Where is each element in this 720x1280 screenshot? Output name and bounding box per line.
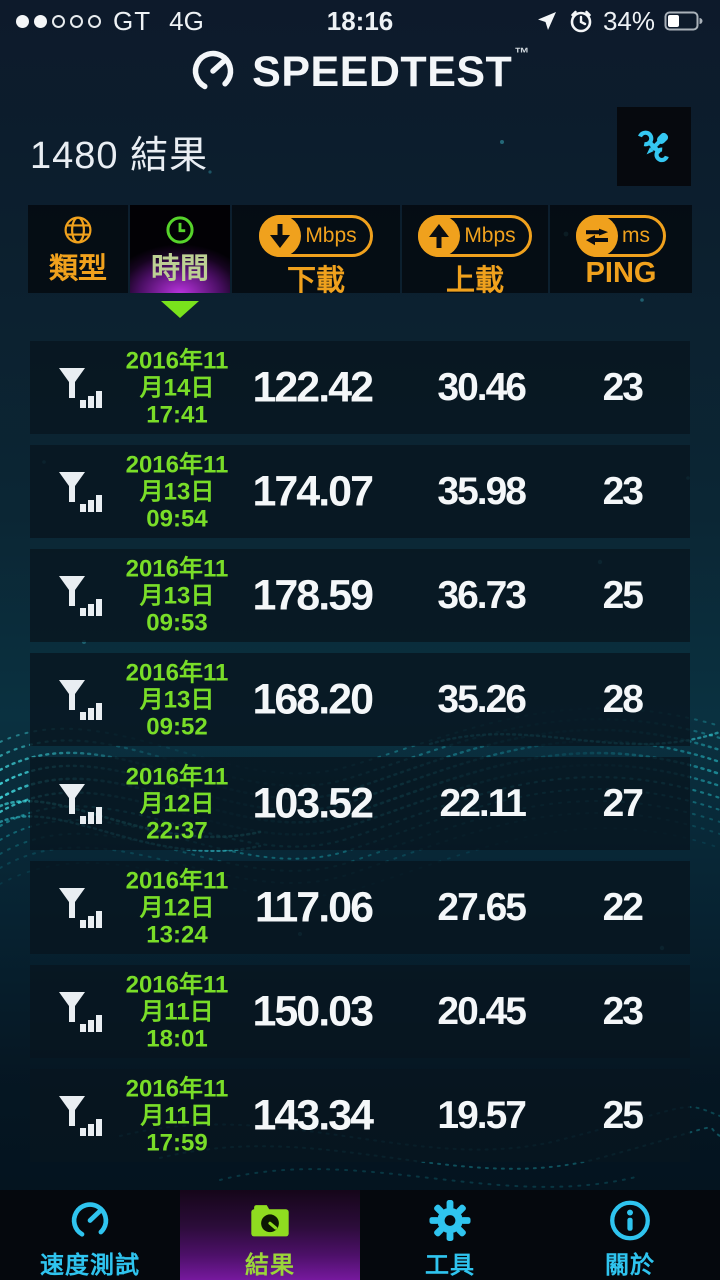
filter-upload[interactable]: Mbps 上載	[402, 205, 548, 297]
location-arrow-icon	[537, 12, 556, 30]
gear-icon	[429, 1199, 471, 1242]
upload-value: 22.11	[439, 781, 527, 825]
upload-mbps-badge: Mbps	[418, 215, 532, 257]
download-value: 122.42	[252, 363, 374, 411]
status-time: 18:16	[326, 5, 394, 36]
ping-ms-badge: ms	[576, 215, 666, 257]
download-value: 143.34	[252, 1091, 374, 1139]
result-row[interactable]: 2016年11 月12日 22:37 103.52 22.11 27	[30, 757, 690, 850]
carrier-label: GT	[113, 5, 152, 36]
upload-arrow-icon	[418, 215, 461, 257]
tab-speedtest-label: 速度測試	[40, 1252, 140, 1279]
filter-time-label: 時間	[150, 253, 209, 285]
upload-value: 20.45	[437, 989, 527, 1033]
filter-upload-label: 上載	[445, 265, 504, 297]
upload-value: 36.73	[437, 573, 527, 617]
download-value: 117.06	[254, 883, 374, 931]
download-value: 178.59	[252, 571, 374, 619]
cellular-signal-icon	[59, 367, 102, 408]
result-row[interactable]: 2016年11 月14日 17:41 122.42 30.46 23	[30, 341, 690, 434]
ping-value: 23	[602, 365, 644, 409]
alarm-clock-icon	[570, 10, 592, 33]
upload-value: 30.46	[437, 365, 527, 409]
filter-download[interactable]: Mbps 下載	[232, 205, 400, 297]
gauge-icon	[71, 1202, 109, 1239]
results-settings-button[interactable]	[617, 107, 691, 186]
ping-value: 22	[602, 885, 644, 929]
tab-about-label: 關於	[605, 1252, 655, 1279]
download-mbps-badge: Mbps	[259, 215, 373, 257]
filter-download-label: 下載	[286, 265, 345, 297]
speedtest-logo: SPEEDTEST ™	[0, 44, 720, 98]
sort-direction-indicator	[161, 301, 199, 318]
filter-ping-label: PING	[585, 257, 657, 289]
download-value: 103.52	[252, 779, 374, 827]
result-date: 2016年11 月14日 17:41	[125, 347, 229, 428]
ping-value: 23	[602, 469, 644, 513]
ping-value: 23	[602, 989, 644, 1033]
results-folder-icon	[251, 1205, 289, 1237]
trademark-symbol: ™	[514, 45, 530, 62]
results-list: 2016年11 月14日 17:41 122.42 30.46 23 2016年…	[30, 341, 690, 1162]
battery-percent-label: 34%	[602, 5, 655, 36]
wrench-screwdriver-icon	[637, 130, 670, 162]
info-icon	[610, 1200, 650, 1241]
status-bar: GT 4G 18:16 34%	[0, 0, 720, 42]
result-row[interactable]: 2016年11 月11日 18:01 150.03 20.45 23	[30, 965, 690, 1058]
download-value: 168.20	[252, 675, 374, 723]
clock-icon	[166, 216, 194, 244]
ping-value: 25	[602, 1093, 644, 1137]
transfer-arrows-icon	[576, 215, 618, 257]
result-row[interactable]: 2016年11 月13日 09:53 178.59 36.73 25	[30, 549, 690, 642]
result-date: 2016年11 月11日 18:01	[125, 971, 229, 1052]
filter-time[interactable]: 時間	[130, 205, 230, 293]
result-row[interactable]: 2016年11 月12日 13:24 117.06 27.65 22	[30, 861, 690, 954]
cellular-signal-icon	[59, 575, 102, 616]
result-date: 2016年11 月12日 13:24	[125, 867, 229, 948]
download-value: 150.03	[252, 987, 374, 1035]
result-date: 2016年11 月12日 22:37	[125, 763, 229, 844]
filter-type[interactable]: 類型	[28, 205, 128, 293]
tab-speedtest[interactable]: 速度測試	[0, 1190, 180, 1280]
result-date: 2016年11 月13日 09:52	[125, 659, 229, 740]
filter-ping[interactable]: ms PING	[550, 205, 692, 293]
network-type-label: 4G	[169, 5, 204, 36]
download-value: 174.07	[252, 467, 374, 515]
cellular-signal-icon	[59, 887, 102, 928]
results-count-title: 1480 結果	[30, 135, 209, 177]
tab-results[interactable]: 結果	[180, 1190, 360, 1280]
upload-value: 27.65	[437, 885, 527, 929]
cell-signal-dots-icon	[16, 14, 101, 28]
ping-value: 28	[602, 677, 644, 721]
logo-wordmark: SPEEDTEST ™	[252, 45, 530, 96]
cellular-signal-icon	[59, 783, 102, 824]
battery-icon	[664, 11, 703, 31]
cellular-signal-icon	[59, 679, 102, 720]
upload-value: 35.98	[437, 469, 527, 513]
cellular-signal-icon	[59, 991, 102, 1032]
result-date: 2016年11 月13日 09:54	[125, 451, 229, 532]
cellular-signal-icon	[59, 1095, 102, 1136]
upload-value: 19.57	[437, 1093, 527, 1137]
result-date: 2016年11 月13日 09:53	[125, 555, 229, 636]
download-arrow-icon	[259, 215, 302, 257]
tab-tools-label: 工具	[425, 1252, 475, 1279]
speedtest-gauge-icon	[192, 50, 234, 92]
bottom-tab-bar: 速度測試 結果	[0, 1190, 720, 1280]
tab-results-label: 結果	[245, 1252, 295, 1279]
cellular-signal-icon	[59, 471, 102, 512]
result-row[interactable]: 2016年11 月11日 17:59 143.34 19.57 25	[30, 1069, 690, 1162]
upload-value: 35.26	[437, 677, 527, 721]
result-row[interactable]: 2016年11 月13日 09:52 168.20 35.26 28	[30, 653, 690, 746]
tab-about[interactable]: 關於	[540, 1190, 720, 1280]
filter-type-label: 類型	[48, 253, 107, 285]
ping-value: 25	[602, 573, 644, 617]
tab-tools[interactable]: 工具	[360, 1190, 540, 1280]
result-date: 2016年11 月11日 17:59	[125, 1075, 229, 1156]
globe-icon	[64, 216, 92, 244]
result-row[interactable]: 2016年11 月13日 09:54 174.07 35.98 23	[30, 445, 690, 538]
ping-value: 27	[602, 781, 644, 825]
